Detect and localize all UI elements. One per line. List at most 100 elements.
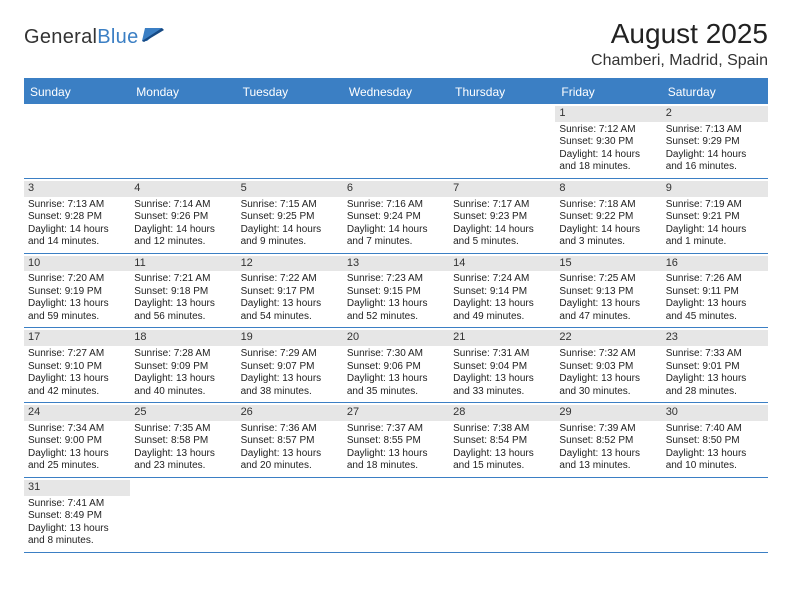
day-header: Friday xyxy=(555,81,661,104)
day-number: 19 xyxy=(237,330,343,346)
empty-cell xyxy=(343,104,449,178)
daylight-text: Daylight: 13 hours xyxy=(241,298,339,311)
daylight-text: and 25 minutes. xyxy=(28,460,126,473)
day-number: 12 xyxy=(237,256,343,272)
day-cell: 19Sunrise: 7:29 AMSunset: 9:07 PMDayligh… xyxy=(237,328,343,402)
sunset-text: Sunset: 8:49 PM xyxy=(28,510,126,523)
empty-cell xyxy=(130,478,236,552)
sunset-text: Sunset: 9:23 PM xyxy=(453,211,551,224)
week-row: 1Sunrise: 7:12 AMSunset: 9:30 PMDaylight… xyxy=(24,104,768,179)
sunset-text: Sunset: 9:30 PM xyxy=(559,136,657,149)
sunrise-text: Sunrise: 7:23 AM xyxy=(347,273,445,286)
daylight-text: and 7 minutes. xyxy=(347,236,445,249)
day-cell: 9Sunrise: 7:19 AMSunset: 9:21 PMDaylight… xyxy=(662,179,768,253)
day-header: Monday xyxy=(130,81,236,104)
sunrise-text: Sunrise: 7:41 AM xyxy=(28,498,126,511)
day-number: 2 xyxy=(662,106,768,122)
day-number: 22 xyxy=(555,330,661,346)
day-cell: 8Sunrise: 7:18 AMSunset: 9:22 PMDaylight… xyxy=(555,179,661,253)
daylight-text: Daylight: 14 hours xyxy=(559,224,657,237)
day-number: 7 xyxy=(449,181,555,197)
sunrise-text: Sunrise: 7:13 AM xyxy=(28,199,126,212)
sunset-text: Sunset: 8:52 PM xyxy=(559,435,657,448)
day-number: 4 xyxy=(130,181,236,197)
sunrise-text: Sunrise: 7:12 AM xyxy=(559,124,657,137)
day-header: Tuesday xyxy=(237,81,343,104)
sunrise-text: Sunrise: 7:15 AM xyxy=(241,199,339,212)
sunrise-text: Sunrise: 7:32 AM xyxy=(559,348,657,361)
daylight-text: and 15 minutes. xyxy=(453,460,551,473)
daylight-text: Daylight: 13 hours xyxy=(28,373,126,386)
day-number: 23 xyxy=(662,330,768,346)
calendar-body: 1Sunrise: 7:12 AMSunset: 9:30 PMDaylight… xyxy=(24,104,768,553)
sunset-text: Sunset: 9:15 PM xyxy=(347,286,445,299)
day-number: 27 xyxy=(343,405,449,421)
day-headers: SundayMondayTuesdayWednesdayThursdayFrid… xyxy=(24,81,768,104)
day-cell: 28Sunrise: 7:38 AMSunset: 8:54 PMDayligh… xyxy=(449,403,555,477)
daylight-text: and 1 minute. xyxy=(666,236,764,249)
daylight-text: Daylight: 13 hours xyxy=(559,373,657,386)
header: GeneralBlue August 2025 Chamberi, Madrid… xyxy=(24,18,768,70)
daylight-text: and 28 minutes. xyxy=(666,386,764,399)
day-cell: 4Sunrise: 7:14 AMSunset: 9:26 PMDaylight… xyxy=(130,179,236,253)
sunrise-text: Sunrise: 7:31 AM xyxy=(453,348,551,361)
daylight-text: and 33 minutes. xyxy=(453,386,551,399)
month-title: August 2025 xyxy=(591,18,768,50)
day-cell: 5Sunrise: 7:15 AMSunset: 9:25 PMDaylight… xyxy=(237,179,343,253)
daylight-text: and 5 minutes. xyxy=(453,236,551,249)
sunrise-text: Sunrise: 7:33 AM xyxy=(666,348,764,361)
daylight-text: and 54 minutes. xyxy=(241,311,339,324)
week-row: 24Sunrise: 7:34 AMSunset: 9:00 PMDayligh… xyxy=(24,403,768,478)
daylight-text: and 49 minutes. xyxy=(453,311,551,324)
empty-cell xyxy=(24,104,130,178)
sunset-text: Sunset: 9:06 PM xyxy=(347,361,445,374)
daylight-text: and 45 minutes. xyxy=(666,311,764,324)
daylight-text: and 16 minutes. xyxy=(666,161,764,174)
sunrise-text: Sunrise: 7:29 AM xyxy=(241,348,339,361)
title-block: August 2025 Chamberi, Madrid, Spain xyxy=(591,18,768,70)
day-number: 6 xyxy=(343,181,449,197)
sunset-text: Sunset: 9:18 PM xyxy=(134,286,232,299)
daylight-text: and 9 minutes. xyxy=(241,236,339,249)
day-cell: 13Sunrise: 7:23 AMSunset: 9:15 PMDayligh… xyxy=(343,254,449,328)
day-number: 14 xyxy=(449,256,555,272)
daylight-text: and 8 minutes. xyxy=(28,535,126,548)
sunset-text: Sunset: 9:29 PM xyxy=(666,136,764,149)
daylight-text: and 14 minutes. xyxy=(28,236,126,249)
daylight-text: and 35 minutes. xyxy=(347,386,445,399)
day-cell: 11Sunrise: 7:21 AMSunset: 9:18 PMDayligh… xyxy=(130,254,236,328)
daylight-text: Daylight: 14 hours xyxy=(666,149,764,162)
sunrise-text: Sunrise: 7:39 AM xyxy=(559,423,657,436)
day-number: 10 xyxy=(24,256,130,272)
sunset-text: Sunset: 9:13 PM xyxy=(559,286,657,299)
sunset-text: Sunset: 9:22 PM xyxy=(559,211,657,224)
daylight-text: and 56 minutes. xyxy=(134,311,232,324)
week-row: 10Sunrise: 7:20 AMSunset: 9:19 PMDayligh… xyxy=(24,254,768,329)
day-number: 30 xyxy=(662,405,768,421)
sunrise-text: Sunrise: 7:18 AM xyxy=(559,199,657,212)
day-number: 5 xyxy=(237,181,343,197)
sunset-text: Sunset: 9:19 PM xyxy=(28,286,126,299)
day-number: 31 xyxy=(24,480,130,496)
sunrise-text: Sunrise: 7:14 AM xyxy=(134,199,232,212)
day-cell: 23Sunrise: 7:33 AMSunset: 9:01 PMDayligh… xyxy=(662,328,768,402)
sunrise-text: Sunrise: 7:27 AM xyxy=(28,348,126,361)
daylight-text: Daylight: 13 hours xyxy=(241,373,339,386)
week-row: 3Sunrise: 7:13 AMSunset: 9:28 PMDaylight… xyxy=(24,179,768,254)
calendar: SundayMondayTuesdayWednesdayThursdayFrid… xyxy=(24,78,768,553)
sunrise-text: Sunrise: 7:30 AM xyxy=(347,348,445,361)
daylight-text: Daylight: 13 hours xyxy=(28,448,126,461)
sunset-text: Sunset: 8:57 PM xyxy=(241,435,339,448)
day-cell: 26Sunrise: 7:36 AMSunset: 8:57 PMDayligh… xyxy=(237,403,343,477)
day-number: 20 xyxy=(343,330,449,346)
empty-cell xyxy=(130,104,236,178)
empty-cell xyxy=(555,478,661,552)
daylight-text: and 18 minutes. xyxy=(559,161,657,174)
daylight-text: Daylight: 14 hours xyxy=(241,224,339,237)
sunrise-text: Sunrise: 7:13 AM xyxy=(666,124,764,137)
daylight-text: and 47 minutes. xyxy=(559,311,657,324)
daylight-text: Daylight: 13 hours xyxy=(28,523,126,536)
sunset-text: Sunset: 8:54 PM xyxy=(453,435,551,448)
sunset-text: Sunset: 8:50 PM xyxy=(666,435,764,448)
sunrise-text: Sunrise: 7:17 AM xyxy=(453,199,551,212)
